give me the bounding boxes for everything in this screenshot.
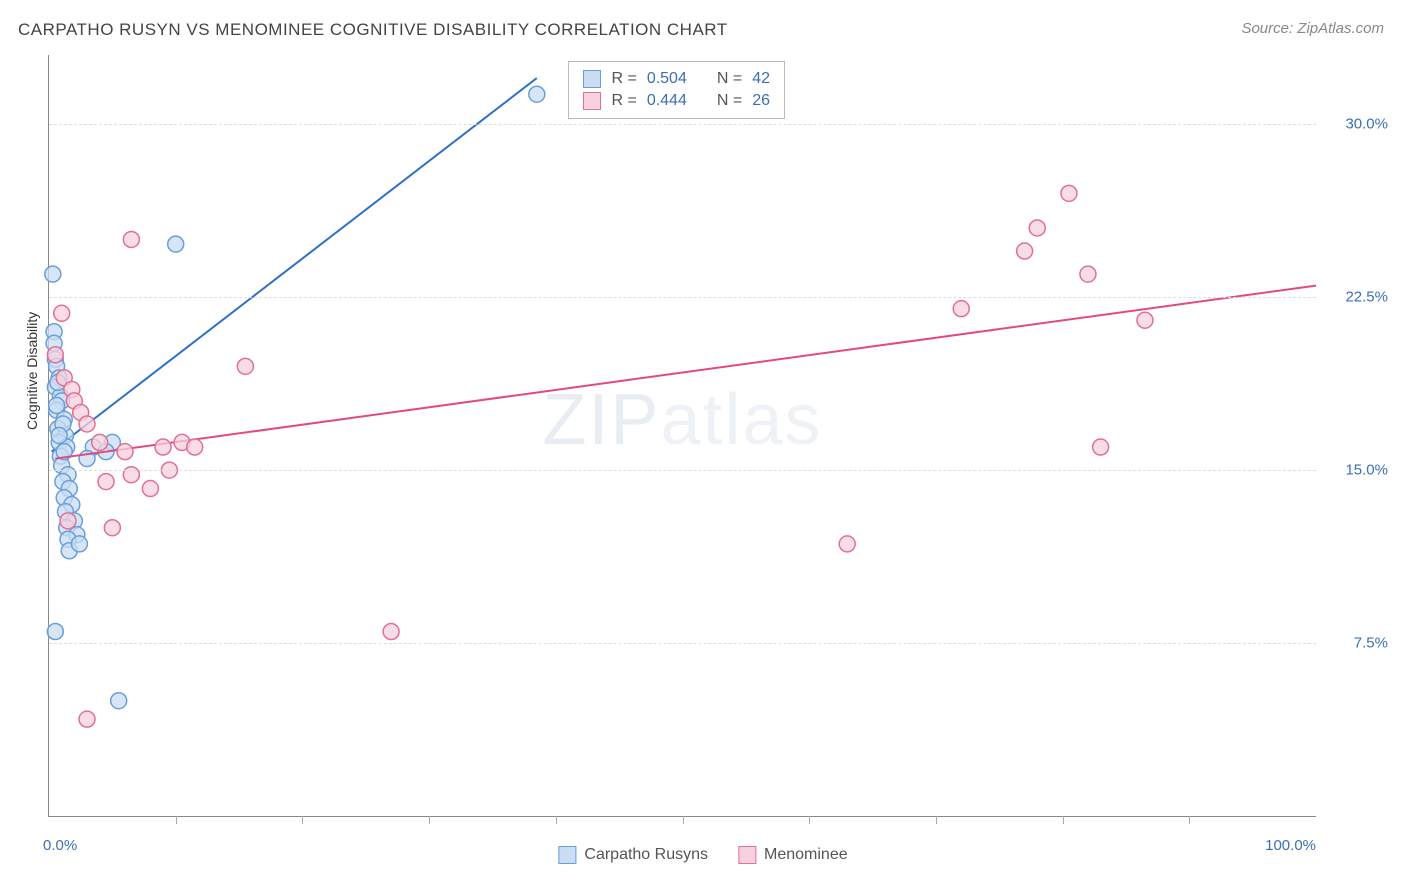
data-point: [71, 536, 87, 552]
data-point: [54, 305, 70, 321]
data-point: [79, 416, 95, 432]
x-tick: [1189, 816, 1190, 824]
gridline: [49, 643, 1316, 644]
gridline: [49, 297, 1316, 298]
data-point: [92, 434, 108, 450]
y-tick-label: 30.0%: [1345, 116, 1388, 133]
y-tick-label: 22.5%: [1345, 289, 1388, 306]
x-tick: [556, 816, 557, 824]
x-tick: [936, 816, 937, 824]
data-point: [45, 266, 61, 282]
legend-swatch: [558, 846, 576, 864]
x-tick: [302, 816, 303, 824]
stats-row: R = 0.504 N = 42: [583, 68, 770, 90]
stats-row: R = 0.444 N = 26: [583, 90, 770, 112]
data-point: [111, 693, 127, 709]
data-point: [155, 439, 171, 455]
legend-label: Menominee: [764, 846, 848, 864]
data-point: [383, 624, 399, 640]
legend-label: Carpatho Rusyns: [584, 846, 708, 864]
data-point: [1029, 220, 1045, 236]
x-tick-label: 0.0%: [43, 837, 77, 854]
legend-swatch: [583, 92, 601, 110]
data-point: [237, 358, 253, 374]
gridline: [49, 124, 1316, 125]
trend-line: [52, 78, 537, 452]
r-value: 0.444: [647, 92, 687, 110]
data-point: [529, 86, 545, 102]
stats-legend-box: R = 0.504 N = 42 R = 0.444 N = 26: [568, 61, 785, 119]
x-tick: [809, 816, 810, 824]
data-point: [98, 474, 114, 490]
gridline: [49, 470, 1316, 471]
data-point: [839, 536, 855, 552]
r-label: R =: [611, 70, 636, 88]
x-tick: [683, 816, 684, 824]
data-point: [79, 711, 95, 727]
n-label: N =: [717, 70, 742, 88]
data-point: [123, 231, 139, 247]
legend-swatch: [738, 846, 756, 864]
n-value: 26: [752, 92, 770, 110]
data-point: [47, 347, 63, 363]
data-point: [1137, 312, 1153, 328]
x-tick: [176, 816, 177, 824]
data-point: [60, 513, 76, 529]
data-point: [51, 428, 67, 444]
data-point: [1017, 243, 1033, 259]
chart-title: CARPATHO RUSYN VS MENOMINEE COGNITIVE DI…: [18, 20, 728, 40]
data-point: [104, 520, 120, 536]
x-tick: [429, 816, 430, 824]
bottom-legend: Carpatho Rusyns Menominee: [558, 846, 847, 864]
legend-item: Menominee: [738, 846, 848, 864]
data-point: [1080, 266, 1096, 282]
data-point: [47, 624, 63, 640]
data-point: [1093, 439, 1109, 455]
legend-swatch: [583, 70, 601, 88]
data-point: [168, 236, 184, 252]
r-label: R =: [611, 92, 636, 110]
plot-area: ZIPatlas R =0.504N =42R =0.444N =26 7.5%…: [48, 55, 1316, 817]
y-tick-label: 15.0%: [1345, 462, 1388, 479]
y-tick-label: 7.5%: [1354, 635, 1388, 652]
data-point: [953, 301, 969, 317]
source-label: Source: ZipAtlas.com: [1241, 20, 1384, 37]
data-point: [142, 481, 158, 497]
r-value: 0.504: [647, 70, 687, 88]
n-label: N =: [717, 92, 742, 110]
data-point: [187, 439, 203, 455]
data-point: [49, 398, 65, 414]
x-tick-label: 100.0%: [1265, 837, 1316, 854]
y-axis-label: Cognitive Disability: [24, 312, 40, 430]
data-point: [1061, 185, 1077, 201]
n-value: 42: [752, 70, 770, 88]
x-tick: [1063, 816, 1064, 824]
plot-svg: [49, 55, 1316, 816]
data-point: [117, 444, 133, 460]
legend-item: Carpatho Rusyns: [558, 846, 708, 864]
